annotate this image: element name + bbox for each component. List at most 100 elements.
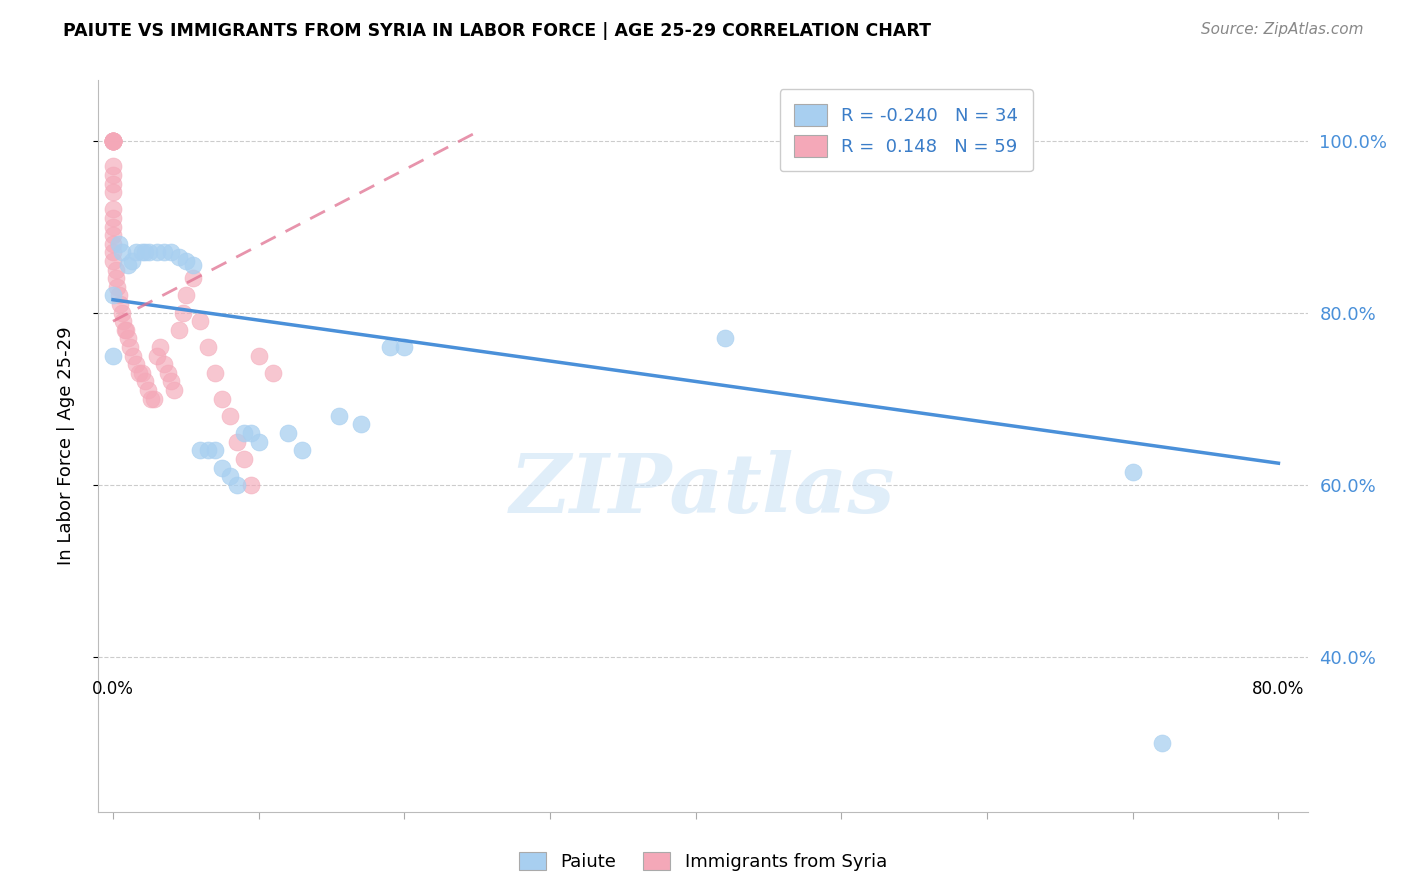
Text: PAIUTE VS IMMIGRANTS FROM SYRIA IN LABOR FORCE | AGE 25-29 CORRELATION CHART: PAIUTE VS IMMIGRANTS FROM SYRIA IN LABOR… — [63, 22, 931, 40]
Point — [277, 426, 299, 441]
Point — [114, 323, 136, 337]
Point — [157, 366, 180, 380]
Point — [125, 357, 148, 371]
Point — [104, 262, 127, 277]
Point — [112, 314, 135, 328]
Point — [291, 443, 314, 458]
Point — [197, 340, 219, 354]
Point — [211, 392, 233, 406]
Point — [394, 340, 416, 354]
Point — [101, 202, 124, 217]
Point — [160, 245, 183, 260]
Point — [101, 159, 124, 173]
Point — [101, 134, 124, 148]
Point — [145, 245, 167, 260]
Point — [204, 366, 226, 380]
Point — [101, 134, 124, 148]
Point — [160, 375, 183, 389]
Point — [240, 426, 263, 441]
Text: 0.0%: 0.0% — [91, 680, 134, 698]
Point — [225, 477, 247, 491]
Point — [125, 245, 148, 260]
Point — [163, 383, 186, 397]
Point — [197, 443, 219, 458]
Point — [101, 134, 124, 148]
Point — [1122, 465, 1144, 479]
Point — [145, 349, 167, 363]
Point — [111, 245, 134, 260]
Point — [153, 245, 176, 260]
Point — [101, 168, 124, 182]
Point — [225, 434, 247, 449]
Point — [174, 288, 197, 302]
Text: Source: ZipAtlas.com: Source: ZipAtlas.com — [1201, 22, 1364, 37]
Point — [101, 177, 124, 191]
Point — [218, 469, 240, 483]
Point — [122, 349, 145, 363]
Point — [167, 323, 190, 337]
Point — [131, 245, 153, 260]
Point — [134, 245, 156, 260]
Text: 80.0%: 80.0% — [1253, 680, 1305, 698]
Point — [142, 392, 165, 406]
Point — [117, 258, 139, 272]
Point — [139, 392, 162, 406]
Point — [167, 250, 190, 264]
Point — [181, 271, 204, 285]
Point — [211, 460, 233, 475]
Point — [240, 477, 263, 491]
Point — [262, 366, 284, 380]
Point — [101, 254, 124, 268]
Point — [120, 340, 142, 354]
Point — [233, 426, 256, 441]
Point — [181, 258, 204, 272]
Point — [111, 305, 134, 319]
Point — [101, 236, 124, 251]
Point — [101, 134, 124, 148]
Point — [101, 185, 124, 199]
Y-axis label: In Labor Force | Age 25-29: In Labor Force | Age 25-29 — [56, 326, 75, 566]
Point — [204, 443, 226, 458]
Point — [108, 288, 131, 302]
Point — [131, 366, 153, 380]
Point — [115, 323, 138, 337]
Point — [247, 349, 270, 363]
Text: ZIPatlas: ZIPatlas — [510, 450, 896, 530]
Point — [378, 340, 401, 354]
Point — [101, 219, 124, 234]
Point — [105, 280, 128, 294]
Point — [101, 134, 124, 148]
Point — [1150, 736, 1173, 750]
Point — [101, 228, 124, 243]
Point — [104, 271, 127, 285]
Point — [101, 134, 124, 148]
Point — [138, 245, 160, 260]
Point — [190, 443, 212, 458]
Point — [101, 211, 124, 225]
Point — [101, 245, 124, 260]
Point — [153, 357, 176, 371]
Point — [350, 417, 373, 432]
Point — [247, 434, 270, 449]
Point — [149, 340, 172, 354]
Point — [190, 314, 212, 328]
Point — [233, 451, 256, 466]
Legend: Paiute, Immigrants from Syria: Paiute, Immigrants from Syria — [512, 845, 894, 879]
Point — [174, 254, 197, 268]
Point — [714, 331, 737, 345]
Point — [117, 331, 139, 345]
Point — [328, 409, 350, 423]
Legend: R = -0.240   N = 34, R =  0.148   N = 59: R = -0.240 N = 34, R = 0.148 N = 59 — [780, 89, 1032, 171]
Point — [101, 134, 124, 148]
Point — [101, 134, 124, 148]
Point — [101, 288, 124, 302]
Point — [172, 305, 194, 319]
Point — [121, 254, 143, 268]
Point — [218, 409, 240, 423]
Point — [110, 297, 132, 311]
Point — [101, 349, 124, 363]
Point — [101, 134, 124, 148]
Point — [134, 375, 156, 389]
Point — [108, 236, 131, 251]
Point — [136, 383, 159, 397]
